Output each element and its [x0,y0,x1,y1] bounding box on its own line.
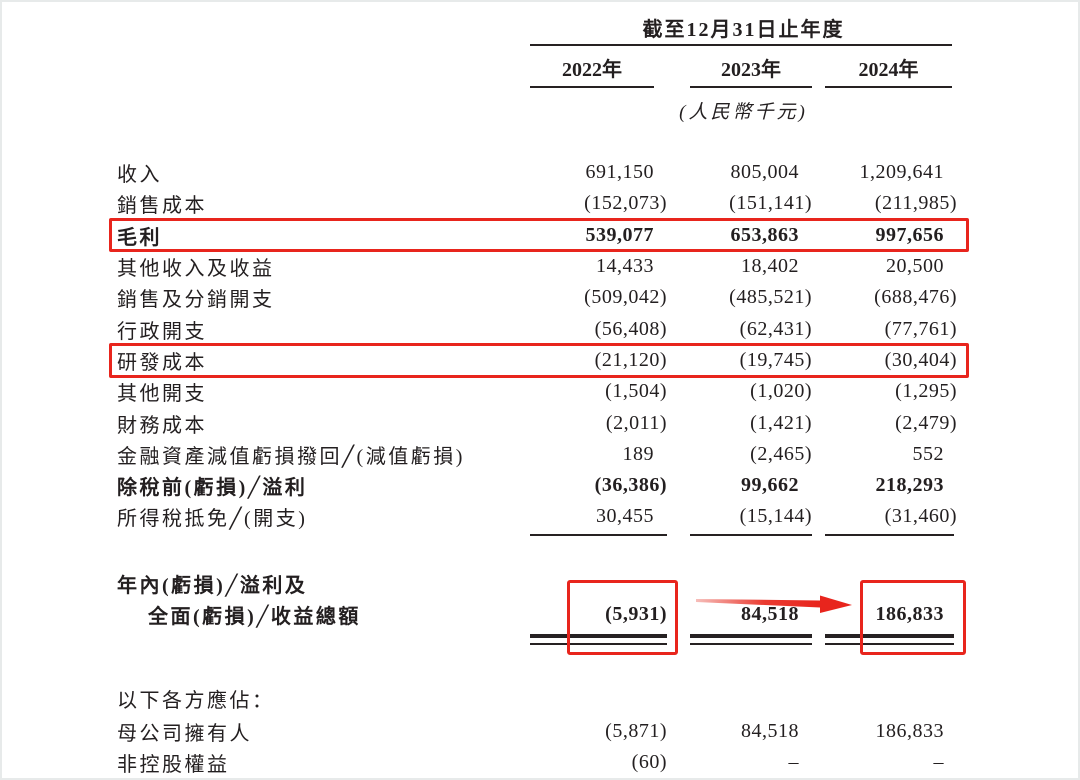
row-label: 所得稅抵免╱(開支) [117,508,308,531]
row-label: 金融資產減值虧損撥回╱(減值虧損) [117,445,465,468]
row-admin-expenses: 行政開支 (56,408) (62,431) (77,761) [117,313,957,344]
value-2024: 997,656 [875,223,944,246]
attribution-heading: 以下各方應佔： [117,689,275,712]
row-label: 其他開支 [117,383,207,406]
value-2024: (31,460) [884,505,957,528]
value-2024: 1,209,641 [859,161,944,184]
row-rd-costs: 研發成本 (21,120) (19,745) (30,404) [109,343,969,378]
value-2022: (1,504) [605,380,667,403]
row-label: 非控股權益 [117,754,230,776]
double-rule-2024 [825,634,954,646]
value-2022: (56,408) [594,317,667,340]
value-2022: 539,077 [585,223,654,246]
value-2024: (2,479) [895,411,957,434]
value-2022: (36,386) [594,474,667,497]
total-2023: 84,518 [741,602,799,625]
header-rule [530,44,952,46]
value-2022: (21,120) [594,348,667,371]
value-2023: (19,745) [739,348,812,371]
value-2023: (1,421) [750,411,812,434]
year-2023-label: 2023年 [690,46,812,88]
value-2023: (1,020) [750,380,812,403]
value-2024: (1,295) [895,380,957,403]
value-2023: 653,863 [730,223,799,246]
row-cost-of-sales: 銷售成本 (152,073) (151,141) (211,985) [117,188,957,219]
value-2024: (211,985) [874,192,957,215]
value-2024: (77,761) [884,317,957,340]
rule-2023 [690,533,812,536]
double-rule-2022 [530,634,667,646]
value-2023: – [788,751,799,773]
row-finance-costs: 財務成本 (2,011) (1,421) (2,479) [117,407,957,438]
row-label: 收入 [117,164,162,187]
value-2022: (5,871) [605,719,667,742]
row-label: 除稅前(虧損)╱溢利 [117,477,308,500]
value-2024: (688,476) [874,286,957,309]
table-header: 截至12月31日止年度 2022年 2023年 2024年 (人民幣千元) [530,16,957,124]
row-parent-owners: 母公司擁有人 (5,871) 84,518 186,833 [117,716,957,747]
total-label-line2: 全面(虧損)╱收益總額 [148,605,361,628]
value-2023: 99,662 [741,474,799,497]
value-2022: (509,042) [584,286,667,309]
value-2024: (30,404) [884,348,957,371]
rule-2024 [825,533,954,536]
row-label: 行政開支 [117,320,207,343]
value-2023: 805,004 [730,161,799,184]
value-2022: 14,433 [596,255,654,278]
value-2023: (2,465) [750,442,812,465]
value-2022: 691,150 [585,161,654,184]
row-non-controlling-interests: 非控股權益 (60) – – [117,747,957,778]
value-2023: 84,518 [741,719,799,742]
total-double-rule [117,634,957,646]
value-2023: (15,144) [739,505,812,528]
row-revenue: 收入 691,150 805,004 1,209,641 [117,157,957,188]
year-2024-label: 2024年 [825,46,952,88]
value-2022: 30,455 [596,505,654,528]
total-2022: (5,931) [605,602,667,625]
row-other-expenses: 其他開支 (1,504) (1,020) (1,295) [117,376,957,407]
double-rule-2023 [690,634,812,646]
value-2023: (151,141) [729,192,812,215]
year-columns: 2022年 2023年 2024年 [530,46,957,88]
value-2024: 552 [912,442,944,465]
value-2022: (2,011) [605,411,667,434]
value-2024: – [933,751,944,773]
row-selling-expenses: 銷售及分銷開支 (509,042) (485,521) (688,476) [117,282,957,313]
row-profit-before-tax: 除稅前(虧損)╱溢利 (36,386) 99,662 218,293 [117,470,957,501]
currency-unit-label: (人民幣千元) [679,102,808,123]
value-2024: 186,833 [875,719,944,742]
value-2023: 18,402 [741,255,799,278]
row-gross-profit: 毛利 539,077 653,863 997,656 [109,218,969,253]
row-other-income: 其他收入及收益 14,433 18,402 20,500 [117,251,957,282]
value-2022: 189 [622,442,654,465]
total-row: 全面(虧損)╱收益總額 (5,931) 84,518 186,833 [117,600,957,628]
value-2024: 20,500 [886,255,944,278]
value-2023: (62,431) [739,317,812,340]
row-label: 財務成本 [117,414,207,437]
value-2023: (485,521) [729,286,812,309]
row-label: 母公司擁有人 [117,722,252,745]
row-label: 研發成本 [117,351,207,374]
year-2022-label: 2022年 [530,46,654,88]
row-label: 銷售成本 [117,195,207,218]
total-2024: 186,833 [875,602,944,625]
rule-2022 [530,533,667,536]
value-2022: (152,073) [584,192,667,215]
table-body: 收入 691,150 805,004 1,209,641 銷售成本 (152,0… [2,157,1078,536]
period-title: 截至12月31日止年度 [642,19,845,41]
row-label: 其他收入及收益 [117,258,275,281]
value-2024: 218,293 [875,474,944,497]
total-label-line1: 年內(虧損)╱溢利及 [117,574,308,597]
row-label: 毛利 [117,226,162,249]
row-income-tax: 所得稅抵免╱(開支) 30,455 (15,144) (31,460) [117,501,957,532]
subtotal-rule [117,533,957,536]
row-label: 銷售及分銷開支 [117,289,275,312]
value-2022: (60) [631,751,667,773]
row-impairment-reversal: 金融資產減值虧損撥回╱(減值虧損) 189 (2,465) 552 [117,439,957,470]
